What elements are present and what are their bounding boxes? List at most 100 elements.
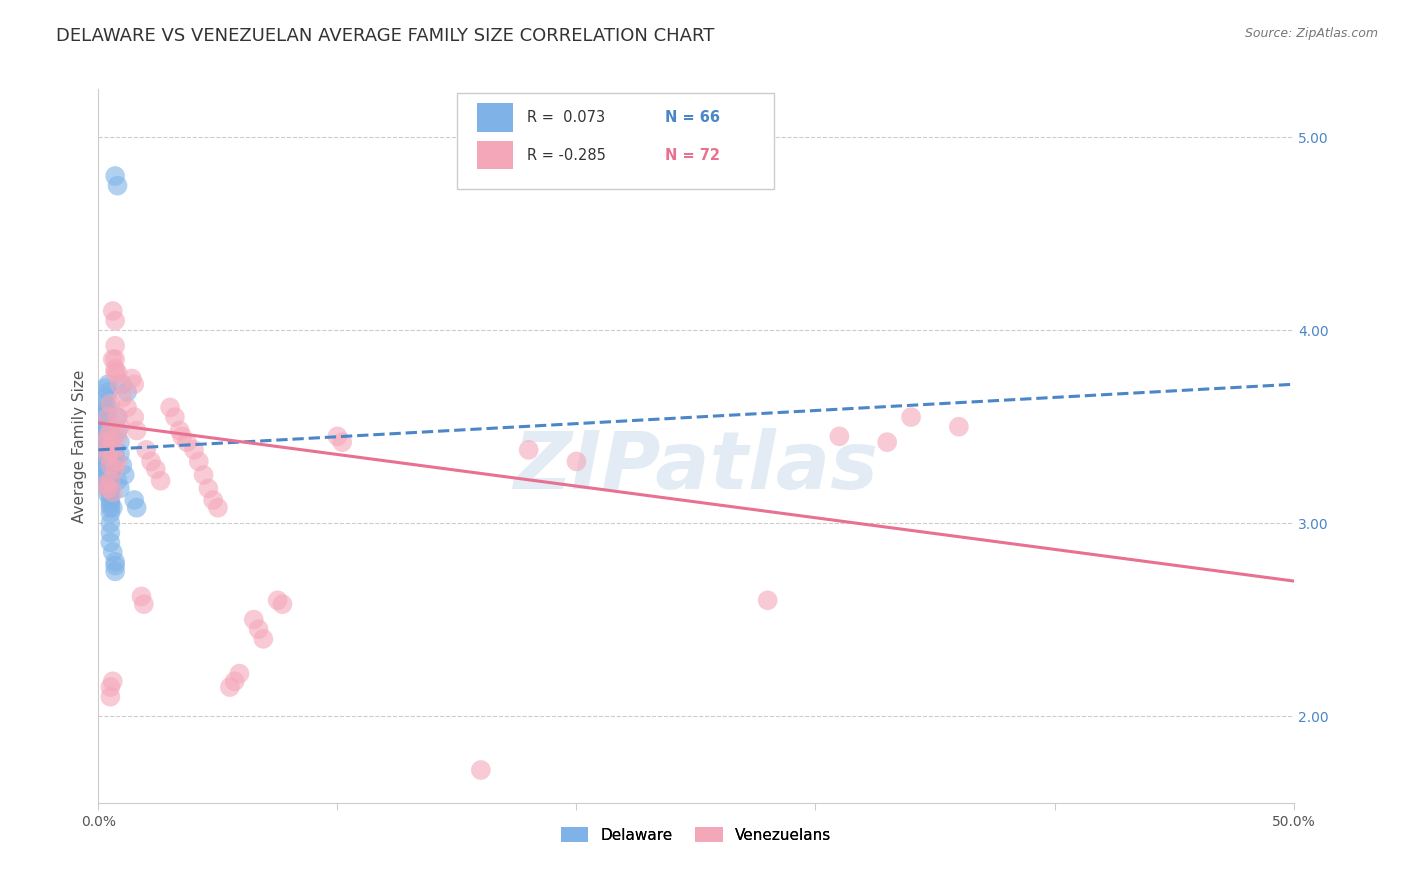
Text: N = 72: N = 72 <box>665 148 720 162</box>
Point <box>98 467 122 482</box>
Legend: Delaware, Venezuelans: Delaware, Venezuelans <box>554 821 838 848</box>
Point <box>98 690 122 704</box>
Point <box>97 410 120 425</box>
Point <box>97 424 120 438</box>
Point <box>900 410 922 425</box>
Point <box>97 377 120 392</box>
Point <box>193 467 215 482</box>
Point <box>115 401 138 415</box>
Point <box>104 313 127 327</box>
Point <box>115 384 138 399</box>
Point <box>98 462 122 476</box>
Point <box>125 424 148 438</box>
Point <box>94 477 117 491</box>
Point <box>104 555 127 569</box>
Point <box>172 429 194 443</box>
Point <box>101 500 124 515</box>
Point <box>267 593 290 607</box>
Point <box>187 454 209 468</box>
Point <box>228 666 250 681</box>
Point <box>243 613 266 627</box>
Point <box>132 597 155 611</box>
Point <box>111 377 134 392</box>
Point <box>98 497 122 511</box>
Point <box>121 371 143 385</box>
Point <box>104 462 127 476</box>
FancyBboxPatch shape <box>457 93 773 189</box>
Point <box>98 482 122 496</box>
Point <box>98 474 122 488</box>
Point <box>125 500 148 515</box>
Point <box>104 565 127 579</box>
Point <box>107 424 129 438</box>
Point <box>98 516 122 530</box>
Point <box>94 439 117 453</box>
Point <box>94 396 117 410</box>
Point <box>565 454 588 468</box>
Point <box>101 545 124 559</box>
Point <box>94 462 117 476</box>
Point <box>111 458 134 473</box>
Point <box>219 680 242 694</box>
Point <box>252 632 274 646</box>
FancyBboxPatch shape <box>477 141 513 169</box>
Point <box>224 674 246 689</box>
Point <box>107 454 129 468</box>
Point <box>101 485 124 500</box>
Point <box>247 622 270 636</box>
Point <box>90 442 112 457</box>
Point <box>101 442 124 457</box>
Point <box>98 493 122 508</box>
Point <box>98 500 122 515</box>
Point <box>101 304 124 318</box>
Point <box>98 525 122 540</box>
Point <box>97 458 120 473</box>
Point <box>94 477 117 491</box>
Point <box>101 429 124 443</box>
Point <box>104 558 127 573</box>
Point <box>107 429 129 443</box>
Point <box>90 429 112 443</box>
Point <box>163 410 186 425</box>
Text: DELAWARE VS VENEZUELAN AVERAGE FAMILY SIZE CORRELATION CHART: DELAWARE VS VENEZUELAN AVERAGE FAMILY SI… <box>56 27 714 45</box>
Point <box>97 467 120 482</box>
FancyBboxPatch shape <box>477 103 513 132</box>
Point <box>104 449 127 463</box>
Point <box>101 435 124 450</box>
Point <box>108 482 131 496</box>
Point <box>94 381 117 395</box>
Point <box>94 452 117 467</box>
Point <box>98 424 122 438</box>
Point <box>97 410 120 425</box>
Point <box>104 169 127 183</box>
Point <box>97 442 120 457</box>
Point <box>149 474 172 488</box>
Point <box>948 419 970 434</box>
Text: Source: ZipAtlas.com: Source: ZipAtlas.com <box>1244 27 1378 40</box>
Point <box>94 435 117 450</box>
Point <box>517 442 540 457</box>
Text: ZIPatlas: ZIPatlas <box>513 428 879 507</box>
Point <box>97 482 120 496</box>
Point <box>98 535 122 549</box>
Point <box>207 500 229 515</box>
Point <box>97 429 120 443</box>
Point <box>131 590 153 604</box>
Point <box>101 442 124 457</box>
Point <box>98 396 122 410</box>
Y-axis label: Average Family Size: Average Family Size <box>72 369 87 523</box>
Point <box>98 474 122 488</box>
Point <box>124 377 146 392</box>
Point <box>104 362 127 376</box>
Point <box>91 435 114 450</box>
Point <box>101 674 124 689</box>
Point <box>183 442 205 457</box>
Point <box>97 482 120 496</box>
Point <box>91 416 114 430</box>
Point <box>202 493 225 508</box>
Point <box>97 384 120 399</box>
Point <box>114 467 136 482</box>
Point <box>91 458 114 473</box>
Point <box>111 391 134 405</box>
Point <box>107 410 129 425</box>
